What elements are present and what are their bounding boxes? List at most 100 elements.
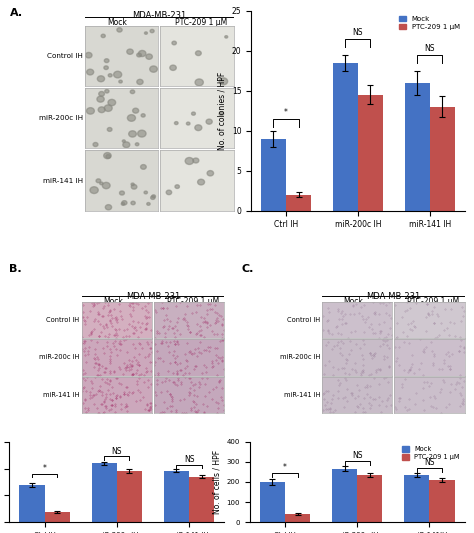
Circle shape — [141, 165, 146, 169]
Circle shape — [87, 69, 94, 75]
Circle shape — [185, 157, 193, 165]
Text: *: * — [283, 463, 287, 472]
Bar — [404, 475, 429, 522]
Circle shape — [195, 79, 203, 86]
Text: Mock: Mock — [108, 18, 128, 27]
Bar — [286, 195, 311, 211]
Bar — [285, 514, 310, 522]
Circle shape — [99, 92, 104, 96]
Y-axis label: No. of cells / HPF: No. of cells / HPF — [212, 450, 221, 514]
Circle shape — [108, 74, 112, 77]
Text: miR-141 IH: miR-141 IH — [43, 392, 80, 398]
Bar — [19, 486, 45, 522]
Text: PTC-209 1 μM: PTC-209 1 μM — [407, 297, 459, 306]
Circle shape — [128, 131, 137, 137]
Circle shape — [219, 112, 224, 116]
Bar — [429, 480, 455, 522]
Circle shape — [195, 125, 202, 131]
Circle shape — [141, 114, 145, 117]
Text: PTC-209 1 μM: PTC-209 1 μM — [167, 297, 219, 306]
Text: C.: C. — [242, 264, 254, 274]
Circle shape — [102, 182, 110, 189]
Circle shape — [130, 90, 135, 94]
Circle shape — [105, 90, 109, 93]
Circle shape — [97, 96, 104, 102]
Bar — [260, 482, 285, 522]
Circle shape — [107, 127, 112, 131]
Circle shape — [138, 51, 146, 56]
Text: *: * — [284, 108, 288, 117]
Circle shape — [90, 187, 98, 193]
Bar — [358, 95, 383, 211]
Circle shape — [195, 51, 201, 55]
Circle shape — [106, 155, 110, 158]
Circle shape — [175, 185, 180, 189]
Circle shape — [207, 171, 214, 176]
Text: NS: NS — [353, 28, 363, 37]
Text: MDA-MB-231: MDA-MB-231 — [366, 292, 420, 301]
Circle shape — [104, 66, 108, 69]
Circle shape — [172, 41, 176, 45]
Text: NS: NS — [352, 451, 363, 460]
Bar — [117, 471, 142, 522]
Circle shape — [122, 200, 127, 205]
Circle shape — [133, 108, 139, 113]
Circle shape — [150, 66, 157, 72]
Circle shape — [174, 122, 178, 125]
Text: B.: B. — [9, 264, 22, 274]
Circle shape — [146, 54, 152, 59]
Circle shape — [117, 28, 122, 32]
Text: NS: NS — [111, 447, 122, 456]
Circle shape — [166, 190, 172, 195]
Circle shape — [225, 36, 228, 38]
Circle shape — [191, 112, 195, 115]
Circle shape — [114, 71, 122, 78]
Circle shape — [151, 196, 155, 199]
Bar — [189, 477, 214, 522]
Circle shape — [93, 142, 98, 147]
Bar — [404, 83, 429, 211]
Circle shape — [100, 182, 103, 185]
Circle shape — [104, 105, 112, 111]
Circle shape — [137, 79, 143, 85]
Circle shape — [137, 130, 146, 137]
Circle shape — [86, 108, 94, 114]
Bar — [45, 512, 70, 522]
Circle shape — [101, 34, 105, 38]
Bar — [333, 63, 358, 211]
Circle shape — [198, 179, 205, 185]
Circle shape — [98, 107, 105, 112]
Bar — [429, 107, 455, 211]
Text: MDA-MB-231: MDA-MB-231 — [132, 11, 186, 20]
Circle shape — [147, 203, 150, 205]
Bar — [357, 475, 383, 522]
Text: miR-141 IH: miR-141 IH — [283, 392, 320, 398]
Text: miR-200c IH: miR-200c IH — [38, 115, 83, 122]
Text: NS: NS — [424, 458, 435, 467]
Circle shape — [152, 195, 155, 198]
Circle shape — [131, 201, 135, 205]
Circle shape — [104, 152, 111, 159]
Text: MDA-MB-231: MDA-MB-231 — [126, 292, 180, 301]
Circle shape — [119, 191, 125, 195]
Circle shape — [128, 115, 136, 122]
Circle shape — [97, 76, 105, 82]
Circle shape — [206, 119, 212, 124]
Circle shape — [137, 53, 141, 57]
Text: Mock: Mock — [344, 297, 364, 306]
Text: miR-200c IH: miR-200c IH — [280, 354, 320, 360]
Bar — [91, 463, 117, 522]
Circle shape — [119, 80, 122, 83]
Circle shape — [127, 49, 133, 54]
Circle shape — [122, 140, 125, 142]
Circle shape — [135, 143, 139, 146]
Circle shape — [108, 99, 116, 106]
Circle shape — [170, 65, 176, 70]
Legend: Mock, PTC-209 1 μM: Mock, PTC-209 1 μM — [398, 14, 461, 31]
Text: miR-141 IH: miR-141 IH — [43, 177, 83, 183]
Text: A.: A. — [9, 8, 23, 18]
Circle shape — [193, 158, 199, 163]
Text: NS: NS — [184, 455, 194, 464]
Text: Mock: Mock — [103, 297, 123, 306]
Circle shape — [219, 78, 228, 85]
